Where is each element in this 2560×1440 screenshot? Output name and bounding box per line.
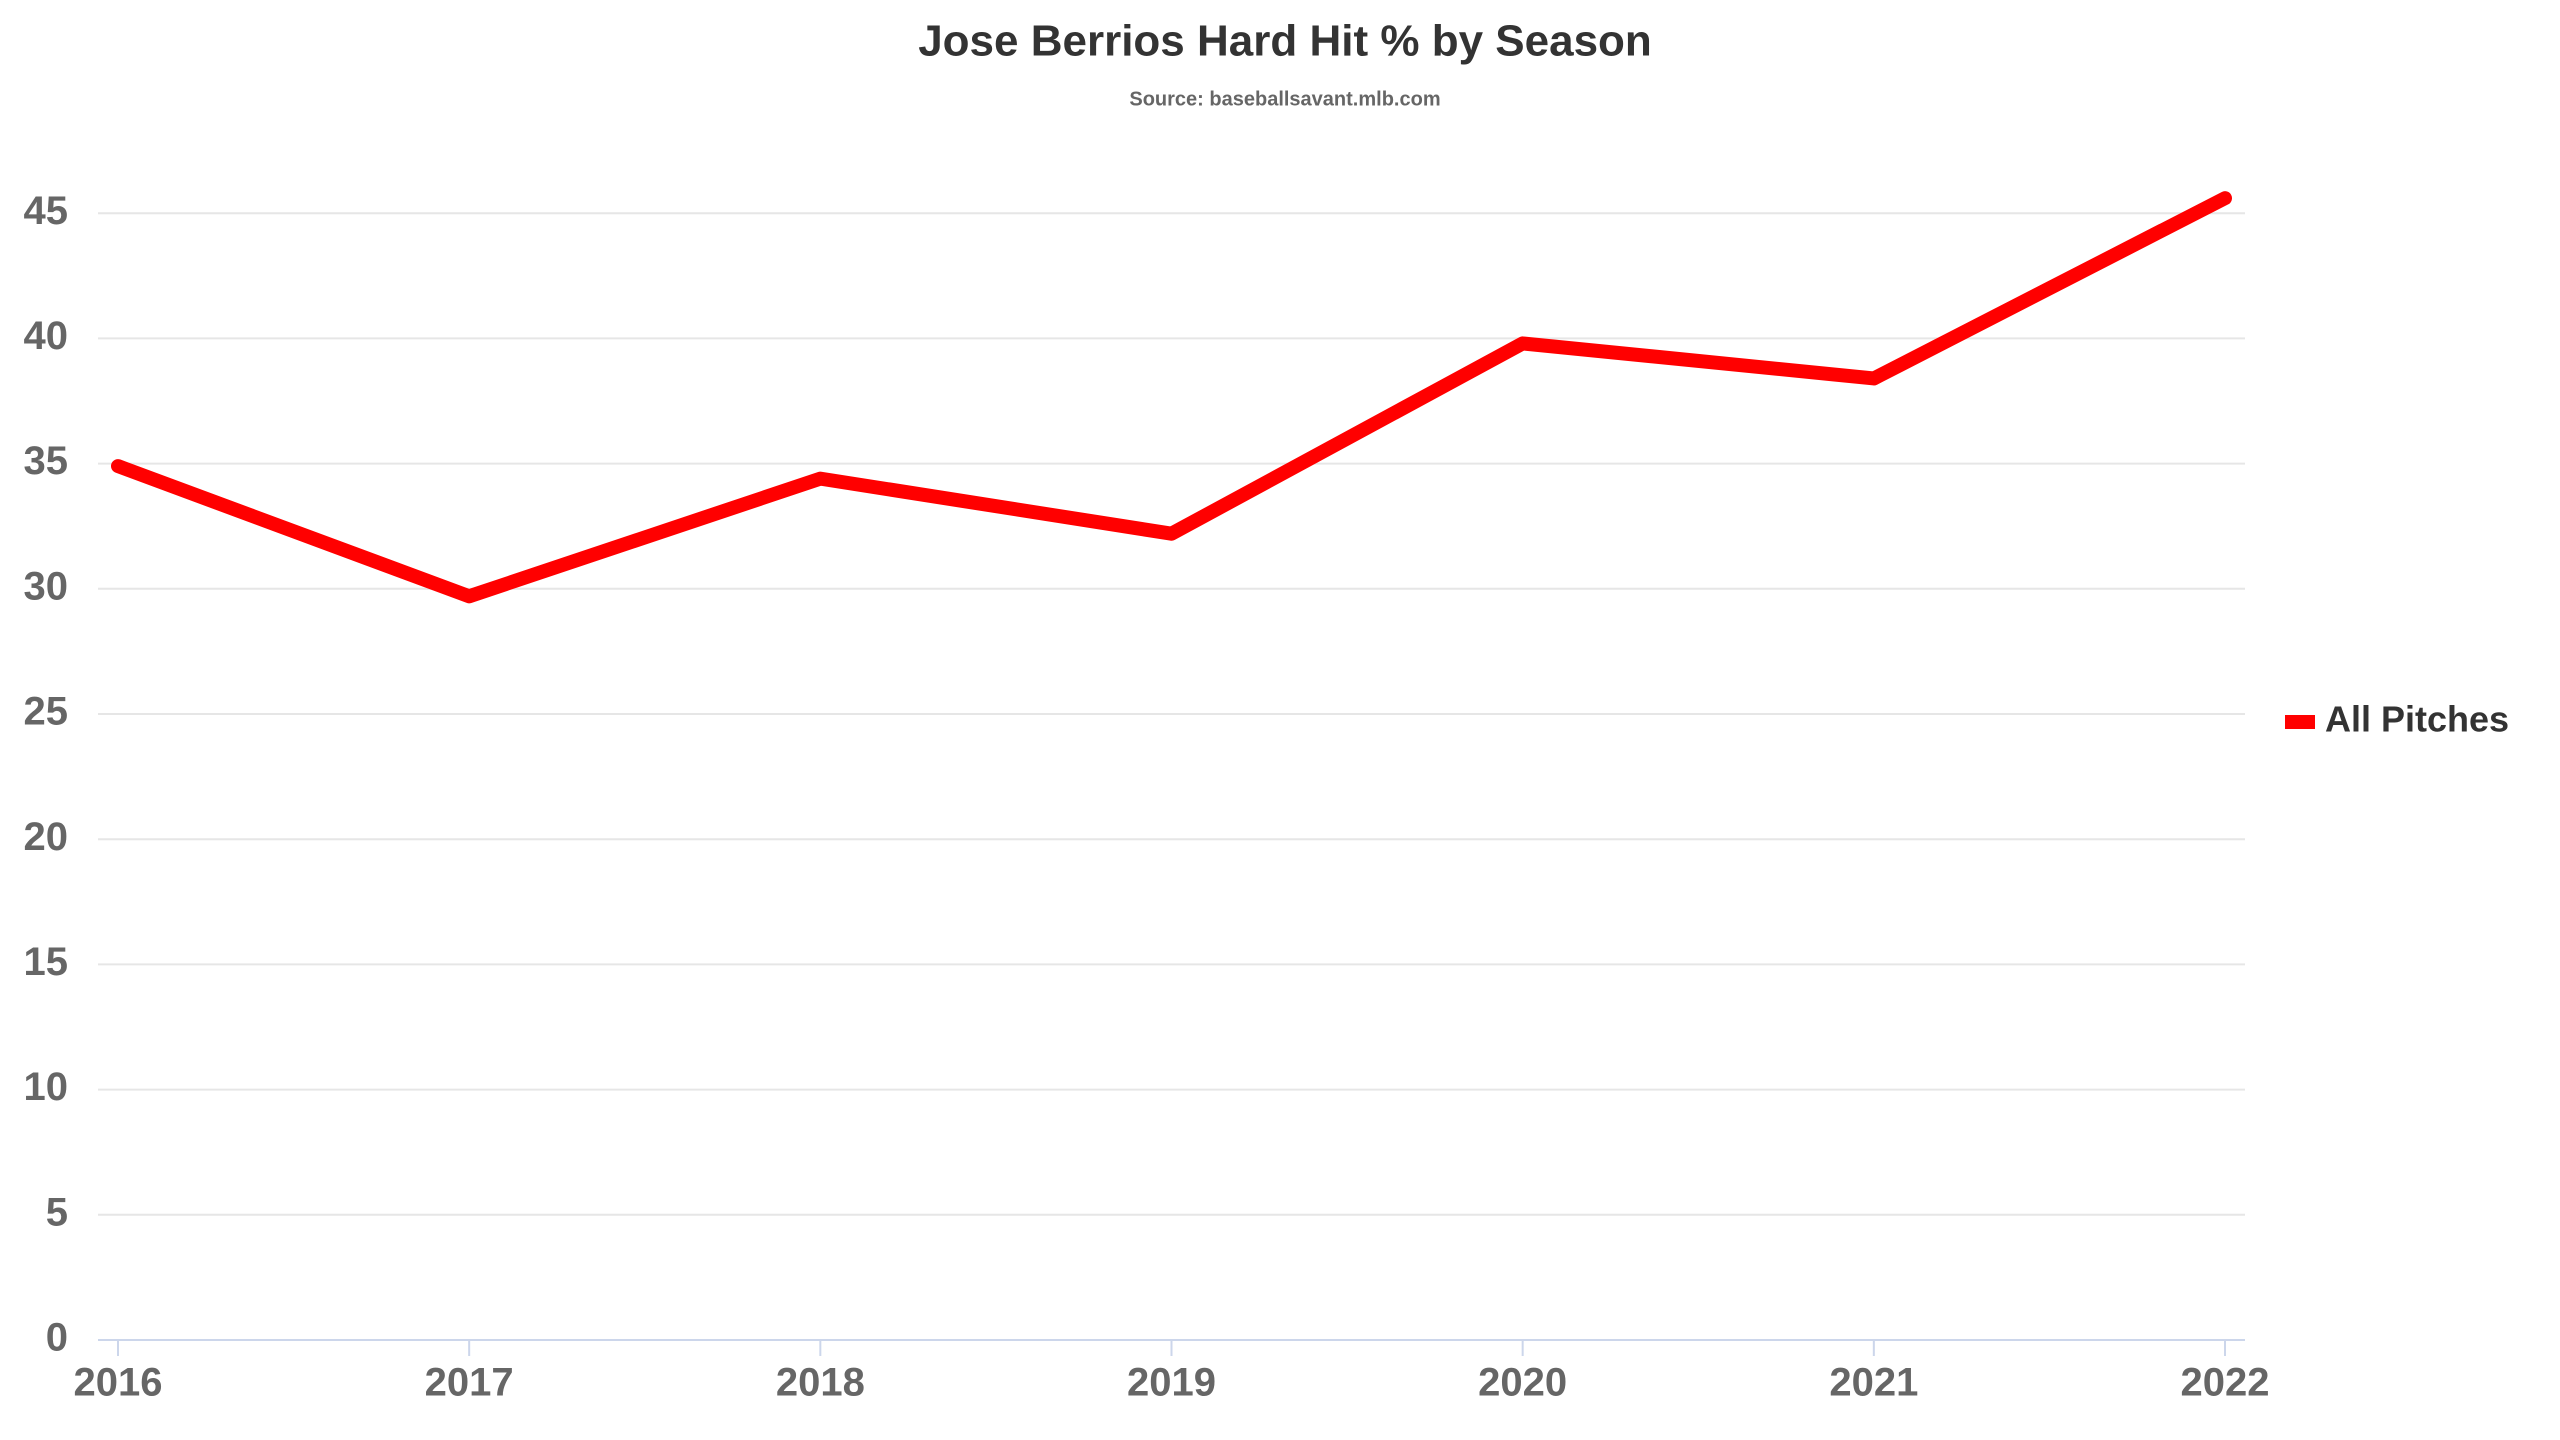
y-tick-label: 5	[46, 1190, 68, 1234]
y-tick-label: 40	[24, 314, 69, 358]
legend-label: All Pitches	[2325, 699, 2509, 740]
y-tick-label: 30	[24, 564, 69, 608]
y-tick-label: 0	[46, 1316, 68, 1360]
x-tick-label: 2017	[425, 1361, 514, 1405]
x-tick-label: 2020	[1478, 1361, 1567, 1405]
y-tick-label: 10	[24, 1065, 69, 1109]
y-tick-label: 15	[24, 940, 69, 984]
x-tick-label: 2016	[74, 1361, 163, 1405]
chart-subtitle: Source: baseballsavant.mlb.com	[1129, 88, 1440, 110]
y-tick-label: 20	[24, 815, 69, 859]
chart-title: Jose Berrios Hard Hit % by Season	[918, 17, 1652, 66]
y-tick-label: 25	[24, 690, 69, 734]
x-tick-label: 2021	[1829, 1361, 1918, 1405]
x-tick-label: 2022	[2181, 1361, 2270, 1405]
y-tick-label: 35	[24, 439, 69, 483]
y-tick-label: 45	[24, 189, 69, 233]
x-tick-label: 2018	[776, 1361, 865, 1405]
data-line	[111, 191, 2232, 604]
x-tick-label: 2019	[1127, 1361, 1216, 1405]
